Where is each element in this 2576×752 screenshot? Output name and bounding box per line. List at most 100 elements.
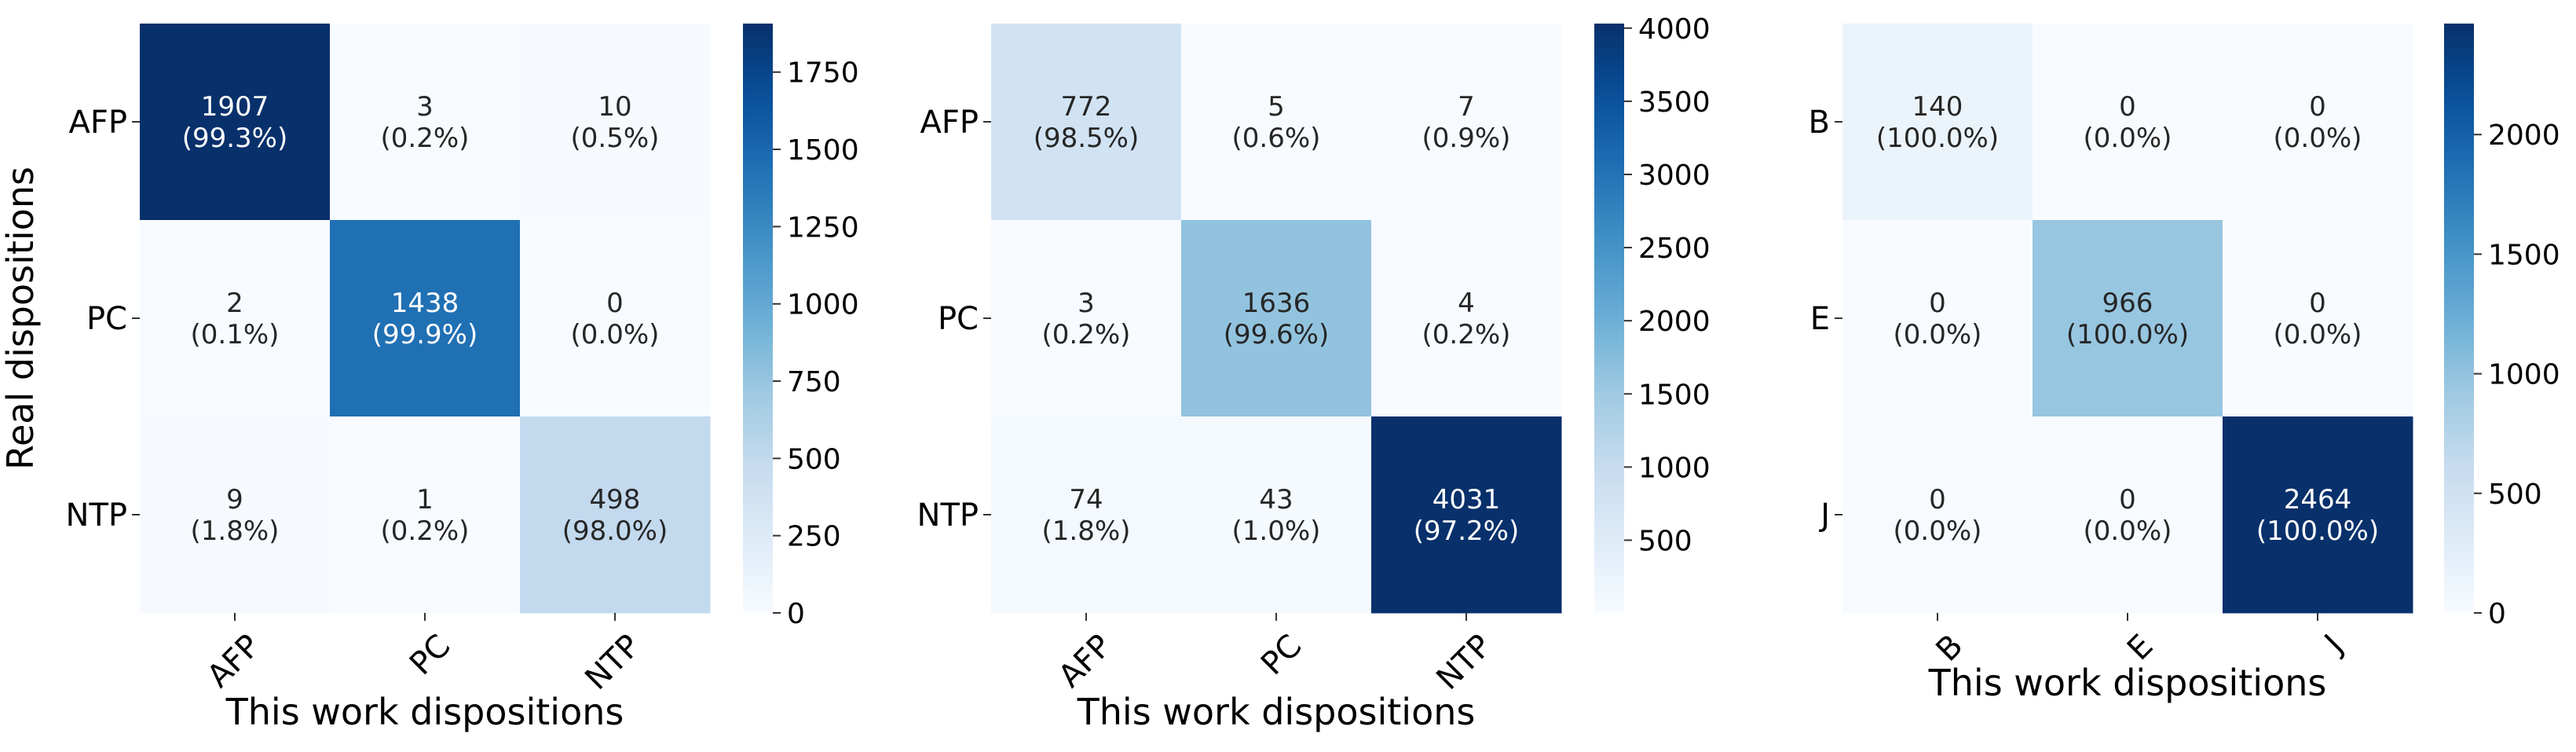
- colorbar-tick-label: 2500: [1638, 233, 1711, 265]
- heatmap-cell: [2223, 220, 2413, 417]
- colorbar-tick-label: 0: [787, 598, 805, 630]
- colorbar-tick-label: 4000: [1638, 13, 1711, 46]
- cell-value-label: 1438: [391, 288, 459, 319]
- heatmap-cell: [1181, 220, 1372, 417]
- cell-percent-label: (0.6%): [1232, 123, 1321, 154]
- cell-percent-label: (0.9%): [1422, 123, 1511, 154]
- heatmap-cell: [2033, 24, 2223, 221]
- heatmap-panel-3: 140(100.0%)0(0.0%)0(0.0%)0(0.0%)966(100.…: [1809, 24, 2560, 704]
- heatmap-cell: [2033, 416, 2223, 614]
- x-tick-label: AFP: [1052, 628, 1118, 695]
- heatmap-cell: [520, 416, 711, 614]
- cell-value-label: 0: [2309, 288, 2326, 319]
- colorbar-tick-label: 2000: [2488, 119, 2560, 152]
- heatmap-cell: [1842, 24, 2033, 221]
- colorbar-tick-label: 1500: [2488, 239, 2560, 271]
- y-axis-label: Real dispositions: [0, 167, 42, 470]
- cell-percent-label: (98.0%): [562, 515, 668, 547]
- colorbar: [2444, 24, 2474, 613]
- y-tick-label: PC: [938, 301, 979, 337]
- cell-percent-label: (100.0%): [2256, 515, 2379, 547]
- cell-value-label: 1636: [1242, 288, 1311, 319]
- cell-percent-label: (99.9%): [372, 319, 478, 350]
- heatmap-cell: [330, 416, 521, 614]
- cell-value-label: 3: [416, 91, 434, 123]
- colorbar-tick-label: 750: [787, 366, 841, 398]
- heatmap-cell: [140, 24, 331, 221]
- cell-value-label: 4: [1458, 288, 1475, 319]
- cell-value-label: 3: [1078, 288, 1095, 319]
- heatmap-cell: [140, 416, 331, 614]
- colorbar-tick-label: 1000: [1638, 452, 1711, 484]
- colorbar-tick-label: 1000: [2488, 359, 2560, 391]
- colorbar-tick-label: 2000: [1638, 306, 1711, 338]
- cell-percent-label: (98.5%): [1034, 123, 1140, 154]
- heatmap-cell: [1181, 416, 1372, 614]
- heatmap-panel-2: 772(98.5%)5(0.6%)7(0.9%)3(0.2%)1636(99.6…: [917, 13, 1711, 733]
- cell-percent-label: (99.6%): [1224, 319, 1330, 350]
- cell-value-label: 2464: [2284, 484, 2352, 515]
- y-tick-label: J: [1818, 497, 1830, 534]
- cell-value-label: 0: [1929, 288, 1946, 319]
- cell-value-label: 0: [606, 288, 624, 319]
- cell-value-label: 10: [598, 91, 631, 123]
- x-axis-label: This work dispositions: [1077, 691, 1476, 733]
- colorbar-tick-label: 1000: [787, 289, 859, 321]
- cell-value-label: 9: [226, 484, 243, 515]
- heatmap-cell: [1842, 220, 2033, 417]
- cell-value-label: 43: [1259, 484, 1293, 515]
- heatmap-cell: [2223, 416, 2413, 614]
- cell-value-label: 0: [2309, 91, 2326, 123]
- colorbar-tick-label: 500: [1638, 525, 1692, 557]
- y-tick-label: NTP: [917, 497, 979, 534]
- cell-value-label: 498: [590, 484, 641, 515]
- colorbar-tick-label: 250: [787, 521, 841, 553]
- heatmap-cell: [1371, 24, 1562, 221]
- cell-value-label: 0: [2119, 91, 2136, 123]
- heatmap-cell: [991, 220, 1182, 417]
- x-axis-label: This work dispositions: [225, 691, 624, 733]
- cell-percent-label: (0.2%): [381, 515, 470, 547]
- y-tick-label: E: [1810, 301, 1830, 337]
- cell-value-label: 7: [1458, 91, 1475, 123]
- x-axis-label: This work dispositions: [1928, 662, 2327, 704]
- y-tick-label: AFP: [69, 105, 128, 141]
- heatmap-cell: [330, 220, 521, 417]
- colorbar-tick-label: 500: [787, 443, 841, 475]
- colorbar: [1594, 24, 1624, 613]
- cell-percent-label: (99.3%): [182, 123, 288, 154]
- cell-percent-label: (0.0%): [2084, 123, 2172, 154]
- cell-percent-label: (1.8%): [191, 515, 280, 547]
- cell-percent-label: (0.0%): [2084, 515, 2172, 547]
- cell-percent-label: (0.2%): [1422, 319, 1511, 350]
- heatmap-cell: [140, 220, 331, 417]
- cell-value-label: 0: [1929, 484, 1946, 515]
- colorbar-tick-label: 1500: [787, 134, 859, 167]
- heatmap-panel-1: 1907(99.3%)3(0.2%)10(0.5%)2(0.1%)1438(99…: [0, 24, 859, 733]
- colorbar-tick-label: 1750: [787, 57, 859, 90]
- cell-value-label: 2: [226, 288, 243, 319]
- colorbar-tick-label: 3500: [1638, 86, 1711, 119]
- cell-value-label: 5: [1268, 91, 1285, 123]
- cell-percent-label: (0.0%): [1894, 319, 1982, 350]
- heatmap-cell: [2033, 220, 2223, 417]
- y-tick-label: AFP: [920, 105, 979, 141]
- heatmap-cell: [1371, 416, 1562, 614]
- heatmap-cell: [2223, 24, 2413, 221]
- y-tick-label: B: [1809, 105, 1830, 141]
- colorbar-tick-label: 1250: [787, 211, 859, 244]
- cell-percent-label: (1.0%): [1232, 515, 1321, 547]
- cell-percent-label: (100.0%): [1876, 123, 1999, 154]
- cell-percent-label: (0.1%): [191, 319, 280, 350]
- colorbar-tick-label: 3000: [1638, 160, 1711, 192]
- x-tick-label: NTP: [1429, 628, 1498, 697]
- cell-value-label: 74: [1069, 484, 1103, 515]
- heatmap-cell: [991, 24, 1182, 221]
- cell-value-label: 0: [2119, 484, 2136, 515]
- cell-percent-label: (0.0%): [571, 319, 660, 350]
- cell-value-label: 4031: [1433, 484, 1501, 515]
- heatmap-cell: [1181, 24, 1372, 221]
- x-tick-label: PC: [1254, 628, 1308, 682]
- x-tick-label: NTP: [578, 628, 647, 697]
- x-tick-label: J: [2316, 628, 2350, 662]
